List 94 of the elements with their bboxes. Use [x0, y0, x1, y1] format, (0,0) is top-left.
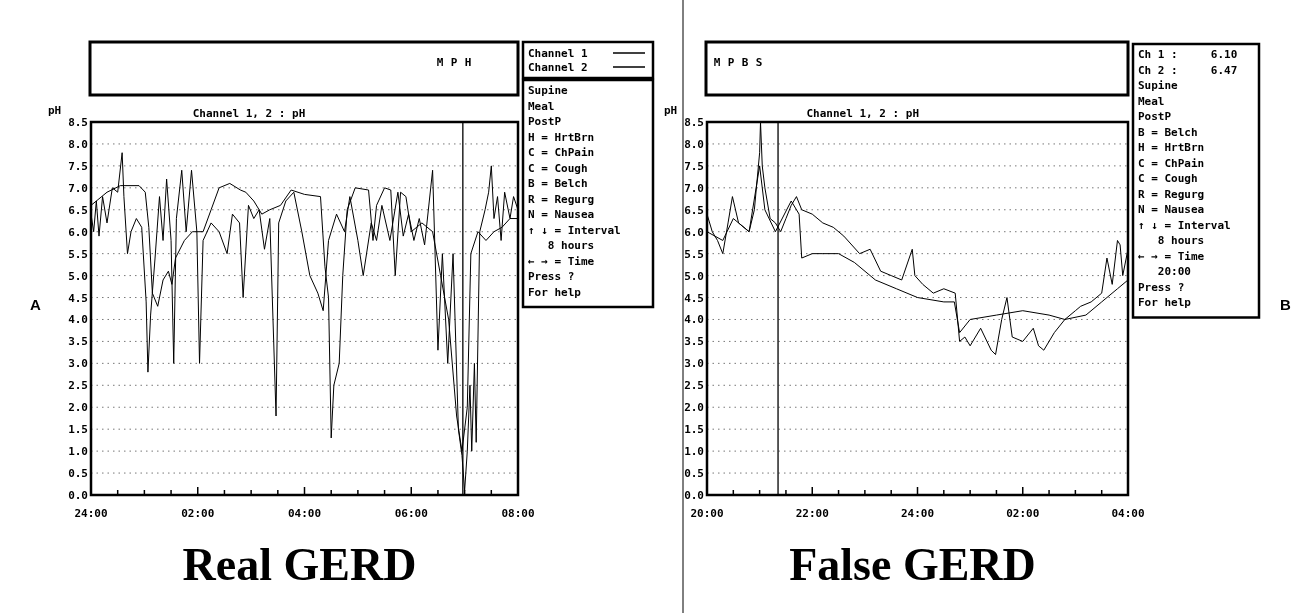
text: For help — [1138, 296, 1192, 309]
x-tick-label: 02:00 — [181, 507, 215, 520]
text: B = Belch — [1138, 125, 1198, 139]
text: N = Nausea — [528, 208, 595, 221]
y-tick-label: 6.0 — [68, 225, 88, 239]
y-tick-label: 5.5 — [684, 247, 704, 261]
text: Ch 2 : 6.47 — [1138, 63, 1238, 77]
text: M — [436, 56, 444, 69]
text: S — [755, 56, 763, 69]
y-tick-label: 8.0 — [68, 137, 88, 151]
text: A — [30, 296, 41, 313]
text: B — [741, 56, 749, 69]
text: For help — [528, 285, 582, 299]
y-tick-label: 4.0 — [684, 313, 704, 327]
y-tick-label: 8.5 — [68, 116, 88, 129]
text: Press ? — [1138, 280, 1185, 294]
y-tick-label: 1.0 — [684, 445, 704, 459]
text: 20:00 — [1138, 265, 1191, 278]
y-tick-label: 2.0 — [68, 401, 88, 415]
y-tick-label: 7.0 — [684, 181, 704, 195]
text: P — [450, 56, 458, 69]
y-tick-label: 3.0 — [68, 357, 88, 371]
text: ↑ ↓ = Interval — [528, 223, 621, 237]
y-tick-label: 1.5 — [68, 423, 88, 437]
text: M — [713, 56, 721, 69]
y-tick-label: 6.0 — [684, 225, 704, 239]
text: ↑ ↓ = Interval — [1138, 218, 1231, 232]
x-tick-label: 22:00 — [795, 507, 829, 520]
y-tick-label: 8.5 — [684, 116, 704, 129]
y-tick-label: 2.0 — [684, 401, 704, 415]
y-tick-label: 0.5 — [68, 467, 88, 481]
y-tick-label: 6.5 — [68, 203, 88, 217]
text: Meal — [1138, 94, 1165, 108]
x-tick-label: 20:00 — [690, 507, 724, 520]
text: H — [464, 56, 472, 69]
x-tick-label: 06:00 — [394, 507, 428, 520]
text: Supine — [1138, 79, 1179, 92]
text: N = Nausea — [1138, 203, 1205, 216]
x-tick-label: 04:00 — [1111, 507, 1145, 520]
x-tick-label: 02:00 — [1006, 507, 1040, 520]
legend-label: Channel 2 — [528, 61, 588, 74]
y-tick-label: 5.5 — [68, 247, 88, 261]
x-tick-label: 08:00 — [501, 507, 535, 520]
y-tick-label: 1.5 — [684, 423, 704, 437]
text: PostP — [528, 115, 562, 128]
x-tick-label: 24:00 — [900, 507, 935, 520]
y-tick-label: 2.5 — [68, 379, 88, 393]
y-tick-label: 4.5 — [684, 291, 704, 305]
text: P — [727, 56, 735, 69]
text: C = Cough — [528, 161, 588, 175]
text: C = Cough — [1138, 172, 1198, 185]
y-tick-label: 0.5 — [684, 467, 704, 481]
y-tick-label: 4.0 — [68, 313, 88, 327]
y-tick-label: 5.0 — [68, 269, 88, 283]
y-tick-label: 2.5 — [684, 379, 704, 393]
legend-label: Channel 1 — [528, 47, 588, 60]
text: H = HrtBrn — [528, 130, 595, 144]
text: Ch 1 : 6.10 — [1138, 48, 1238, 61]
text: Real GERD — [182, 539, 417, 590]
text: 8 hours — [528, 239, 595, 252]
y-tick-label: 3.5 — [684, 335, 704, 349]
chart-subtitle: Channel 1, 2 : pH — [806, 107, 920, 120]
y-axis-title: pH — [48, 104, 62, 117]
text: ← → = Time — [528, 254, 595, 268]
text: ← → = Time — [1138, 249, 1205, 263]
x-tick-label: 04:00 — [287, 507, 322, 520]
text: B — [1280, 296, 1291, 313]
text: R = Regurg — [528, 192, 595, 206]
y-tick-label: 5.0 — [684, 269, 704, 283]
y-tick-label: 1.0 — [68, 445, 88, 459]
text: C = ChPain — [1138, 156, 1205, 170]
y-axis-title: pH — [664, 104, 678, 117]
text: Meal — [528, 99, 555, 113]
text: Press ? — [528, 270, 575, 283]
text: PostP — [1138, 110, 1172, 123]
text: 8 hours — [1138, 234, 1205, 247]
text: Supine — [528, 84, 569, 97]
text: R = Regurg — [1138, 187, 1205, 201]
x-tick-label: 24:00 — [74, 507, 108, 520]
text: False GERD — [789, 539, 1036, 590]
text: C = ChPain — [528, 146, 595, 159]
y-tick-label: 0.0 — [68, 489, 88, 502]
text: B = Belch — [528, 177, 588, 190]
y-tick-label: 4.5 — [68, 291, 88, 305]
y-tick-label: 7.5 — [684, 159, 704, 173]
text: H = HrtBrn — [1138, 141, 1205, 154]
y-tick-label: 3.5 — [68, 335, 88, 349]
y-tick-label: 8.0 — [684, 137, 704, 151]
y-tick-label: 3.0 — [684, 357, 704, 371]
y-tick-label: 7.5 — [68, 159, 88, 173]
y-tick-label: 0.0 — [684, 489, 704, 502]
y-tick-label: 6.5 — [684, 203, 704, 217]
chart-subtitle: Channel 1, 2 : pH — [192, 107, 306, 120]
y-tick-label: 7.0 — [68, 181, 88, 195]
